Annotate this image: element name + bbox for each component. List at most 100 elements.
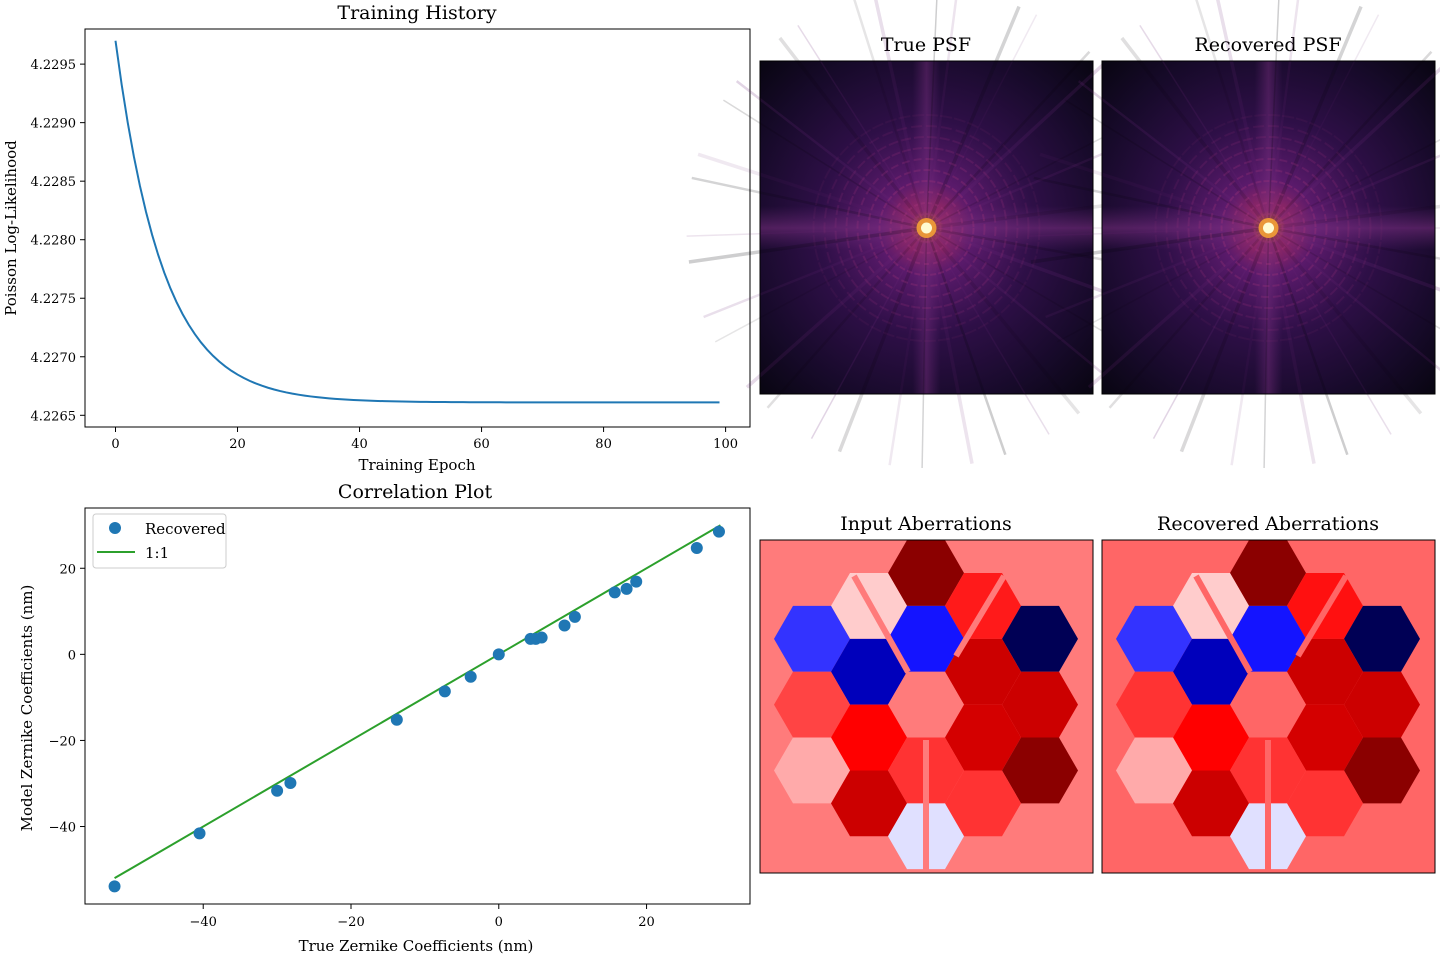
true-psf-image: True PSF [686,0,1167,468]
psf-spike [925,227,1050,435]
mirror-segment [1287,770,1363,837]
y-tick-label: 4.2280 [31,234,77,249]
x-tick-label: 40 [351,437,368,452]
psf-spike [925,63,1104,230]
psf-spike [925,14,1038,229]
psf-ring [1198,158,1339,298]
psf-spike [1268,226,1440,260]
psf-spike [1268,204,1440,230]
psf-spike [1268,154,1440,230]
y-tick-label: 4.2275 [31,292,77,307]
image-frame [1101,539,1436,874]
data-point [284,777,297,790]
x-tick-label: 0 [111,437,119,452]
chart-title: Training History [337,2,496,24]
support-strut [1193,574,1253,674]
psf-spike [1267,14,1380,229]
psf-spike [1267,227,1392,435]
psf-spike [1267,227,1440,372]
psf-core [1263,222,1274,234]
psf-ring [911,213,942,243]
chart-title: Correlation Plot [338,481,493,503]
image-title: Input Aberrations [840,513,1012,535]
psf-ring [1165,125,1372,331]
psf-ring [856,158,997,298]
psf-spike [810,227,928,440]
legend-label-1to1: 1:1 [145,544,169,562]
data-point [271,784,284,797]
mirror-segment [774,737,850,804]
psf-ring [1253,213,1284,243]
image-frame [759,60,1094,395]
psf-ring [1231,191,1306,265]
psf-ring [867,169,986,287]
x-tick-label: 0 [495,915,503,930]
psf-ring [1176,136,1361,320]
y-axis-label: Model Zernike Coefficients (nm) [18,585,36,832]
psf-spike [1267,0,1300,229]
x-axis-label: Training Epoch [358,456,475,474]
recovered-psf-image: Recovered PSF [1028,0,1440,468]
psf-spike [714,227,927,343]
y-tick-label: 4.2265 [31,409,77,424]
data-point [630,575,643,588]
psf-ring [1209,169,1328,287]
correlation-chart: Correlation Plot −40 −20 0 20 −40 −20 0 20 Rec… [18,481,751,955]
psf-ring [823,125,1030,331]
psf-spike [925,226,1081,415]
x-tick-label: −20 [337,915,364,930]
y-tick-label: 4.2295 [31,58,77,73]
mirror-segment [888,540,964,606]
mirror-segment [1116,671,1192,738]
mirror-segment [1344,737,1420,804]
psf-core [921,222,932,234]
psf-spike [925,227,1007,456]
mirror-segment [945,638,1021,705]
psf-spike [1267,226,1423,415]
image-title: Recovered Aberrations [1157,513,1379,535]
psf-spike [925,50,1091,229]
mirror-segment [888,671,964,738]
mirror-segment [774,671,850,738]
mirror-segment [1002,737,1078,804]
psf-spike [925,227,1113,382]
psf-spike [697,152,928,230]
x-axis-label: True Zernike Coefficients (nm) [299,937,534,955]
psf-ring [1242,202,1295,254]
data-point [464,670,477,683]
psf-spike [1179,227,1271,453]
image-frame [759,539,1094,874]
psf-spike [1263,227,1270,468]
mirror-segment [945,770,1021,837]
psf-spike [1030,226,1269,264]
psf-spike [1268,139,1440,229]
mirror-segment [1173,770,1249,837]
x-tick-label: 20 [638,915,655,930]
data-point [690,542,703,555]
psf-spike [766,227,928,409]
legend-marker-recovered [109,522,121,534]
y-tick-label: 0 [68,648,76,663]
data-point [535,631,548,644]
psf-spike [1267,226,1440,292]
support-strut [851,574,911,674]
x-tick-label: 80 [595,437,612,452]
psf-spike [691,176,927,230]
mirror-segment [831,638,907,705]
psf-spike [1108,227,1270,409]
psf-spike [1056,227,1269,343]
mirror-segment [1116,605,1192,672]
psf-spike [1268,227,1440,330]
data-point [193,827,206,840]
mirror-segment [1287,638,1363,705]
mirror-segment [1116,737,1192,804]
psf-spike [837,227,929,453]
loss-curve [114,40,720,404]
psf-spike [1267,227,1349,456]
psf-spike [735,80,928,229]
data-point [712,525,725,538]
psf-ring [900,202,953,254]
data-point [558,619,571,632]
mirror-segment [1230,671,1306,738]
